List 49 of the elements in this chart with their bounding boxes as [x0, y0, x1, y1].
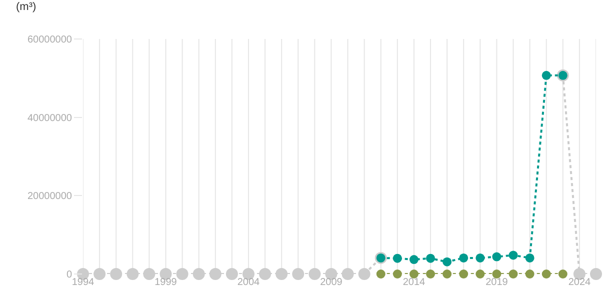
point: [508, 270, 518, 278]
point: [392, 270, 402, 278]
point: [508, 250, 518, 260]
point: [459, 253, 468, 262]
y-axis-title: (m³): [16, 1, 36, 13]
x-tick-label: 2004: [237, 277, 260, 288]
y-tick-label: 20000000: [28, 191, 72, 202]
point: [110, 268, 122, 280]
x-tick-label: 2019: [486, 277, 508, 288]
point: [459, 270, 468, 278]
point: [492, 270, 502, 278]
point: [292, 268, 304, 280]
x-tick-label: 1994: [72, 277, 95, 288]
point: [94, 268, 106, 280]
y-tick-label: 40000000: [28, 112, 72, 124]
point: [476, 270, 485, 278]
point: [126, 268, 139, 280]
x-tick-label: 2009: [320, 277, 343, 288]
x-tick-label: 2014: [402, 277, 426, 288]
point: [308, 268, 321, 280]
point: [358, 268, 370, 280]
point: [590, 268, 602, 280]
point: [426, 254, 436, 263]
x-tick-label: 1999: [154, 277, 178, 288]
point: [442, 270, 452, 278]
point: [476, 253, 485, 262]
point: [409, 270, 418, 278]
y-tick-label: 0: [66, 270, 72, 280]
point: [525, 270, 534, 278]
point: [143, 268, 156, 280]
point: [226, 268, 238, 280]
point: [376, 270, 386, 278]
y-tick-label: 60000000: [28, 34, 72, 46]
point: [176, 268, 188, 280]
point: [259, 268, 272, 280]
x-tick-label: 2024: [568, 277, 592, 288]
point: [426, 270, 436, 278]
point: [209, 268, 222, 280]
point: [276, 268, 288, 280]
point: [525, 253, 534, 262]
point: [342, 268, 354, 280]
point: [392, 254, 402, 263]
point: [542, 70, 551, 80]
point: [558, 270, 568, 278]
point: [409, 255, 418, 264]
point: [192, 268, 205, 280]
point: [492, 252, 502, 262]
point: [542, 270, 551, 278]
point: [442, 257, 452, 266]
